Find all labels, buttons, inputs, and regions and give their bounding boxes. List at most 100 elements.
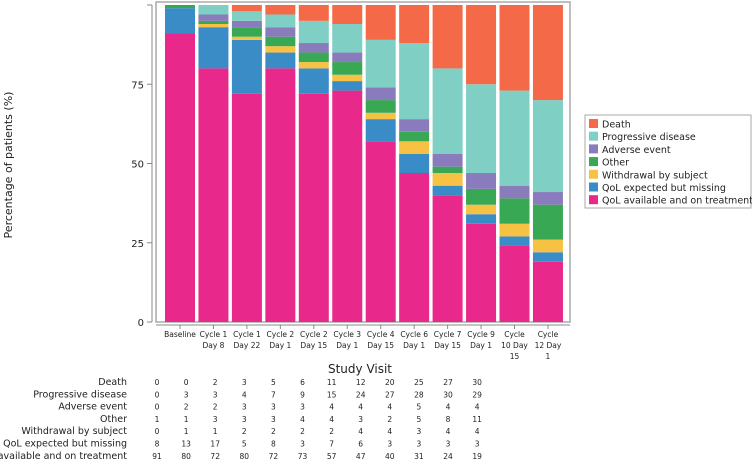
x-axis-label: Study Visit <box>328 362 392 376</box>
bar-segment-death <box>298 5 329 21</box>
table-cell: 4 <box>387 403 392 412</box>
bar-segment-other <box>499 198 530 224</box>
bar-segment-qol-expected-but-missing <box>198 27 229 69</box>
bar-segment-other <box>432 166 463 174</box>
table-cell: 27 <box>385 390 395 399</box>
table-cell: 7 <box>329 440 334 449</box>
bar-segment-withdrawal-by-subject <box>198 24 229 28</box>
bar-segment-qol-expected-but-missing <box>298 68 329 94</box>
table-cell: 4 <box>358 403 363 412</box>
bar-segment-death <box>532 5 563 101</box>
x-tick-label: Cycle 4 <box>367 330 395 339</box>
table-cell: 40 <box>385 452 395 461</box>
x-tick-label: Day 1 <box>269 341 291 350</box>
legend-swatch <box>589 195 598 205</box>
bar-segment-withdrawal-by-subject <box>332 74 363 82</box>
bar-segment-qol-available-and-on-treatment <box>298 93 329 322</box>
bar-segment-death <box>332 5 363 25</box>
table-cell: 1 <box>184 427 189 436</box>
table-cell: 3 <box>242 378 247 387</box>
x-tick-label: Cycle 3 <box>333 330 361 339</box>
table-cell: 8 <box>155 440 160 449</box>
table-cell: 4 <box>387 427 392 436</box>
table-cell: 9 <box>300 390 305 399</box>
table-cell: 4 <box>475 427 480 436</box>
bar-segment-progressive-disease <box>198 5 229 15</box>
table-cell: 73 <box>298 452 308 461</box>
table-cell: 2 <box>213 378 218 387</box>
legend-label: Withdrawal by subject <box>602 170 708 181</box>
bar-segment-progressive-disease <box>365 39 396 88</box>
bar-segment-adverse-event <box>432 153 463 167</box>
bar-segment-progressive-disease <box>399 43 430 120</box>
x-tick-label: Day 1 <box>403 341 425 350</box>
legend-swatch <box>589 131 598 141</box>
bar-segment-adverse-event <box>265 27 296 37</box>
bar-segment-death <box>365 5 396 40</box>
table-cell: 29 <box>472 390 482 399</box>
table-cell: 3 <box>300 440 305 449</box>
bar-segment-adverse-event <box>532 192 563 205</box>
table-cell: 11 <box>327 378 337 387</box>
table-cell: 25 <box>414 378 424 387</box>
table-cell: 0 <box>155 378 160 387</box>
table-cell: 31 <box>414 452 424 461</box>
bar-segment-adverse-event <box>466 173 497 189</box>
bar-segment-progressive-disease <box>499 90 530 186</box>
table-cell: 3 <box>242 415 247 424</box>
legend-swatch <box>589 157 598 167</box>
bar-segment-death <box>231 5 262 12</box>
bar-segment-qol-expected-but-missing <box>231 39 262 94</box>
table-cell: 5 <box>242 440 247 449</box>
table-cell: 1 <box>184 415 189 424</box>
bar-segment-adverse-event <box>399 119 430 132</box>
x-tick-label: Cycle 1 <box>233 330 261 339</box>
table-cell: 2 <box>242 427 247 436</box>
legend-box <box>584 114 752 209</box>
table-cell: 0 <box>155 403 160 412</box>
bar-segment-other <box>532 204 563 240</box>
bar-segment-other <box>165 5 195 9</box>
y-tick-label: 25 <box>131 239 144 250</box>
table-cell: 3 <box>387 440 392 449</box>
legend-label: Adverse event <box>602 145 671 156</box>
bar-segment-qol-available-and-on-treatment <box>265 68 296 323</box>
x-tick-label: Cycle <box>538 330 559 339</box>
table-cell: 5 <box>417 415 422 424</box>
bar-segment-qol-available-and-on-treatment <box>499 245 530 322</box>
x-tick-label: 15 <box>510 352 520 361</box>
bar-segment-qol-expected-but-missing <box>432 185 463 196</box>
table-cell: 4 <box>475 403 480 412</box>
table-cell: 3 <box>358 415 363 424</box>
table-cell: 1 <box>213 427 218 436</box>
table-row-label: QoL expected but missing <box>3 439 127 450</box>
table-cell: 7 <box>271 390 276 399</box>
table-cell: 3 <box>475 440 480 449</box>
y-tick-label: 75 <box>131 80 144 91</box>
bar-segment-progressive-disease <box>332 24 363 53</box>
table-row-label: Death <box>98 377 127 388</box>
bar-segment-qol-available-and-on-treatment <box>432 195 463 322</box>
table-cell: 3 <box>417 440 422 449</box>
bar-segment-qol-available-and-on-treatment <box>198 68 229 323</box>
table-row-label: Progressive disease <box>33 389 127 400</box>
table-cell: 91 <box>152 452 162 461</box>
bar-segment-withdrawal-by-subject <box>365 112 396 120</box>
table-cell: 2 <box>184 403 189 412</box>
bar-segment-other <box>466 188 497 205</box>
legend-label: Other <box>602 158 629 169</box>
table-cell: 8 <box>446 415 451 424</box>
table-cell: 2 <box>387 415 392 424</box>
table-cell: 0 <box>184 378 189 387</box>
table-row-label: Adverse event <box>58 402 127 413</box>
bar-segment-progressive-disease <box>432 68 463 154</box>
table-cell: 72 <box>210 452 220 461</box>
y-tick-label: 0 <box>138 318 144 329</box>
plot-frame <box>155 1 571 323</box>
bar-segment-qol-available-and-on-treatment <box>365 141 396 322</box>
x-tick-label: Cycle 7 <box>434 330 462 339</box>
bar-segment-other <box>399 131 430 142</box>
bar-segment-other <box>265 36 296 47</box>
x-tick-label: Cycle 2 <box>300 330 328 339</box>
